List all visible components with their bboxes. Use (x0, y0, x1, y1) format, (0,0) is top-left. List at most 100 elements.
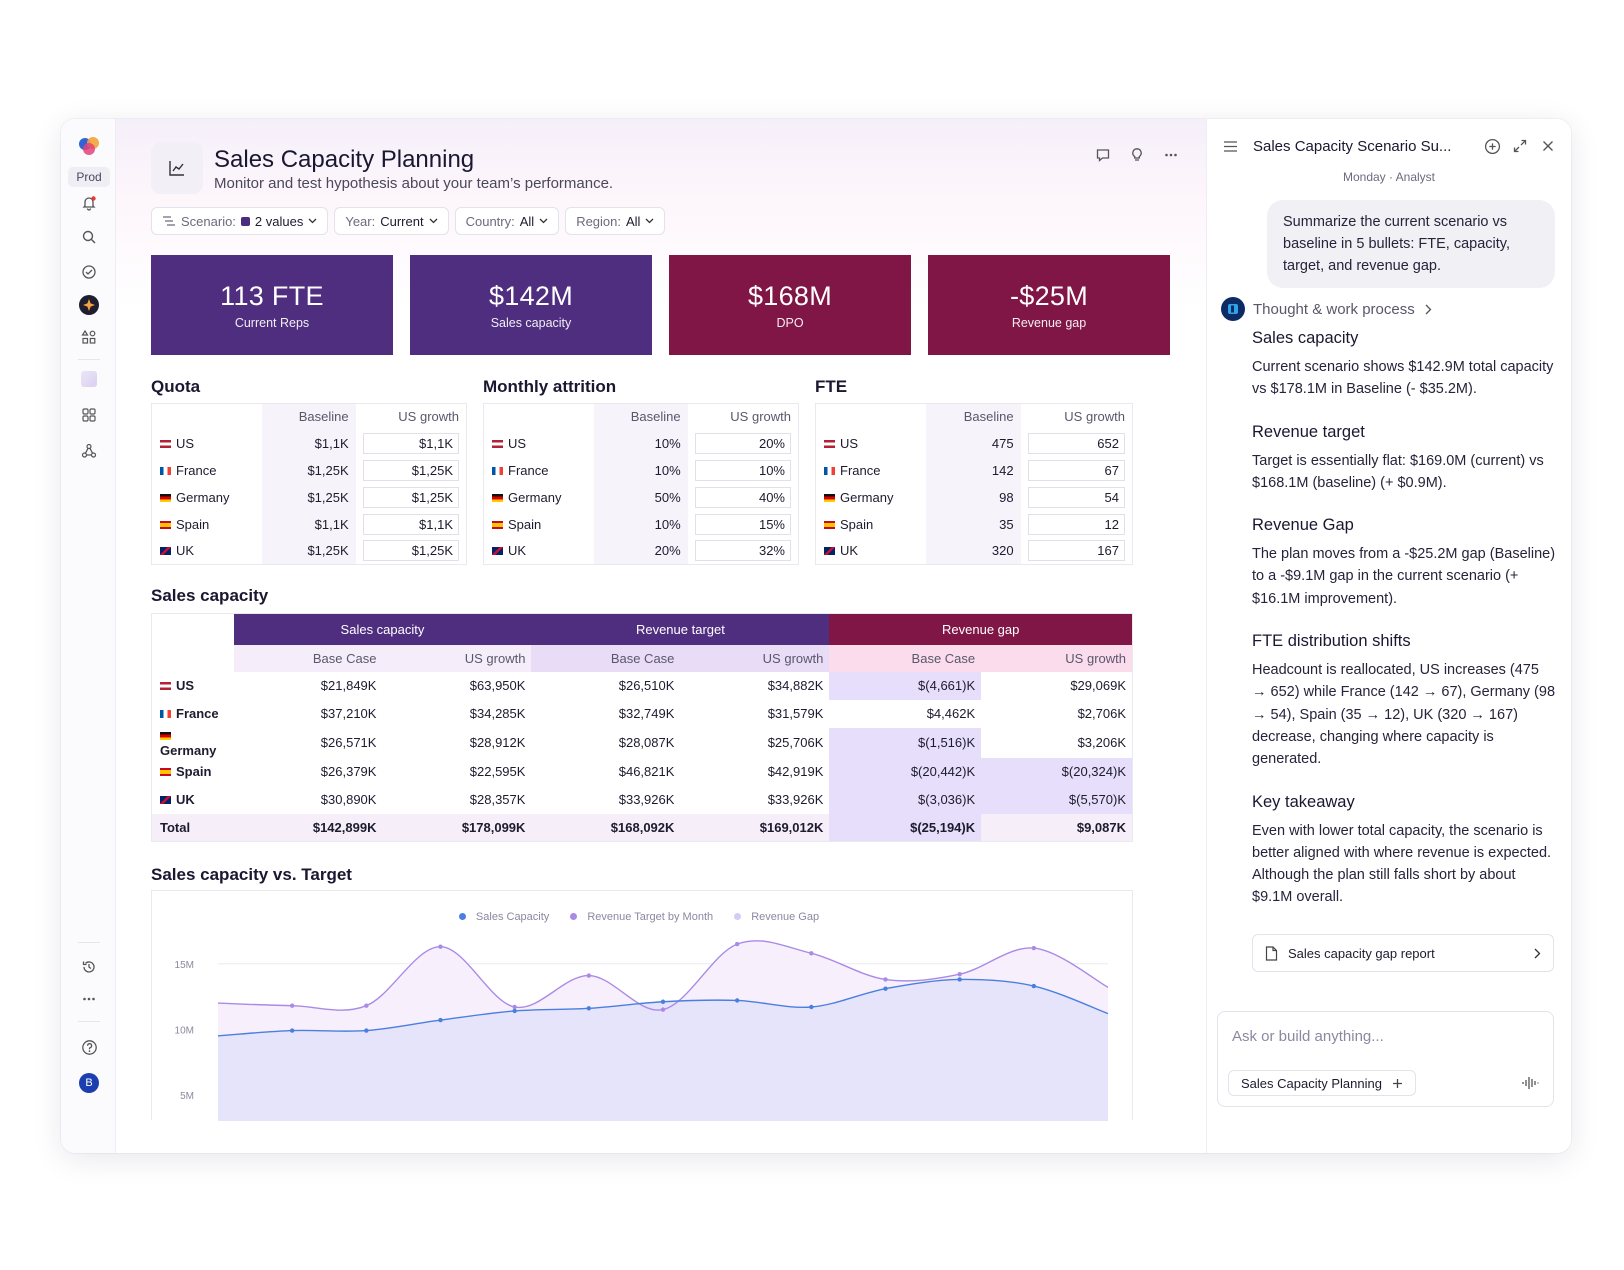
growth-input[interactable]: 167 (1027, 540, 1125, 562)
growth-input[interactable]: 54 (1027, 486, 1125, 508)
target-point[interactable] (512, 1004, 517, 1010)
growth-input[interactable]: 12 (1027, 513, 1125, 535)
chat-composer[interactable]: Ask or build anything... Sales Capacity … (1217, 1011, 1554, 1107)
filter-label: Scenario: (181, 213, 236, 229)
legend-label: Sales Capacity (475, 911, 550, 923)
growth-input[interactable]: $1,1K (362, 513, 459, 535)
growth-cell[interactable]: 40% (688, 484, 799, 511)
growth-cell[interactable]: $1,25K (356, 457, 467, 484)
growth-input[interactable]: 10% (694, 459, 791, 481)
menu-icon[interactable] (1219, 135, 1241, 157)
check-circle-icon[interactable] (77, 260, 101, 284)
growth-input[interactable]: 40% (694, 486, 791, 508)
growth-cell[interactable]: 32% (688, 538, 799, 565)
flag-icon (492, 493, 503, 502)
growth-cell[interactable]: 12 (1021, 511, 1133, 538)
capacity-point[interactable] (289, 1028, 295, 1033)
target-point[interactable] (438, 944, 443, 949)
logo-icon[interactable] (78, 135, 100, 157)
kpi-value: $168M (747, 280, 833, 311)
help-icon[interactable] (77, 1035, 101, 1059)
capacity-point[interactable] (438, 1017, 443, 1023)
target-point[interactable] (289, 1003, 295, 1008)
target-point[interactable] (957, 972, 962, 977)
growth-cell[interactable]: 54 (1021, 484, 1133, 511)
growth-cell[interactable]: 652 (1021, 430, 1133, 457)
growth-input[interactable]: 67 (1027, 459, 1125, 481)
shapes-icon[interactable] (77, 325, 101, 349)
growth-cell[interactable]: 67 (1021, 457, 1133, 484)
context-chip[interactable]: Sales Capacity Planning (1228, 1070, 1416, 1096)
voice-input-icon[interactable] (1521, 1074, 1539, 1092)
capacity-point[interactable] (809, 1004, 814, 1010)
total-label: Total (151, 813, 234, 842)
growth-input[interactable]: $1,1K (362, 432, 459, 454)
close-icon[interactable] (1537, 135, 1559, 157)
plus-icon[interactable] (1392, 1078, 1403, 1089)
thought-process-toggle[interactable]: Thought & work process (1221, 297, 1432, 321)
kpi-card-revenue-gap[interactable]: -$25M Revenue gap (928, 255, 1170, 355)
growth-cell[interactable]: 167 (1021, 538, 1133, 565)
composer-placeholder[interactable]: Ask or build anything... (1232, 1028, 1384, 1045)
kpi-card-reps[interactable]: 113 FTE Current Reps (151, 255, 393, 355)
capacity-point[interactable] (660, 999, 666, 1004)
growth-input[interactable]: $1,25K (362, 540, 459, 562)
target-point[interactable] (1031, 945, 1037, 951)
growth-cell[interactable]: 15% (688, 511, 799, 538)
growth-cell[interactable]: $1,25K (356, 538, 467, 565)
target-point[interactable] (364, 1003, 369, 1008)
flag-icon (160, 439, 171, 448)
grid-icon[interactable] (77, 403, 101, 427)
history-icon[interactable] (77, 955, 101, 979)
capacity-point[interactable] (364, 1028, 369, 1033)
growth-input[interactable]: $1,25K (362, 459, 459, 481)
kpi-card-dpo[interactable]: $168M DPO (669, 255, 911, 355)
environment-badge[interactable]: Prod (68, 167, 110, 187)
more-icon[interactable] (77, 987, 101, 1011)
more-icon[interactable] (1160, 144, 1182, 166)
growth-input[interactable]: 15% (694, 513, 791, 535)
target-point[interactable] (883, 977, 888, 982)
capacity-point[interactable] (512, 1008, 517, 1014)
kpi-card-capacity[interactable]: $142M Sales capacity (410, 255, 652, 355)
country-cell: US (484, 430, 594, 457)
filter-year[interactable]: Year: Current (334, 207, 449, 235)
search-icon[interactable] (77, 225, 101, 249)
page-icon[interactable] (77, 367, 101, 391)
lightbulb-icon[interactable] (1126, 144, 1148, 166)
filter-region[interactable]: Region: All (565, 207, 666, 235)
capacity-point[interactable] (1031, 983, 1037, 989)
report-link[interactable]: Sales capacity gap report (1252, 934, 1554, 972)
kpi-label: Current Reps (234, 315, 310, 330)
filter-country[interactable]: Country: All (454, 207, 560, 235)
growth-cell[interactable]: 10% (688, 457, 799, 484)
growth-input[interactable]: 32% (694, 540, 791, 562)
page-subtitle: Monitor and test hypothesis about your t… (214, 175, 614, 192)
growth-cell[interactable]: $1,25K (356, 484, 467, 511)
growth-input[interactable]: $1,25K (362, 486, 459, 508)
target-point[interactable] (660, 1007, 666, 1012)
target-point[interactable] (586, 973, 592, 978)
legend-item-gap[interactable]: Revenue Gap (734, 911, 825, 923)
add-icon[interactable] (1481, 135, 1503, 157)
growth-cell[interactable]: 20% (688, 430, 799, 457)
capacity-point[interactable] (883, 986, 888, 991)
legend-item-target[interactable]: Revenue Target by Month (570, 911, 719, 923)
capacity-point[interactable] (586, 1006, 592, 1011)
capacity-point[interactable] (734, 998, 740, 1003)
filter-scenario[interactable]: Scenario: 2 values (151, 207, 329, 235)
growth-cell[interactable]: $1,1K (356, 511, 467, 538)
network-icon[interactable] (77, 439, 101, 463)
sparkle-icon[interactable] (77, 293, 101, 317)
growth-input[interactable]: 20% (694, 432, 791, 454)
legend-item-capacity[interactable]: Sales Capacity (458, 911, 555, 923)
bell-icon[interactable] (77, 191, 101, 215)
comment-icon[interactable] (1092, 144, 1114, 166)
target-point[interactable] (809, 951, 814, 956)
avatar[interactable]: B (77, 1071, 101, 1095)
capacity-point[interactable] (957, 977, 962, 982)
growth-cell[interactable]: $1,1K (356, 430, 467, 457)
target-point[interactable] (734, 941, 740, 947)
growth-input[interactable]: 652 (1027, 432, 1125, 454)
expand-icon[interactable] (1509, 135, 1531, 157)
